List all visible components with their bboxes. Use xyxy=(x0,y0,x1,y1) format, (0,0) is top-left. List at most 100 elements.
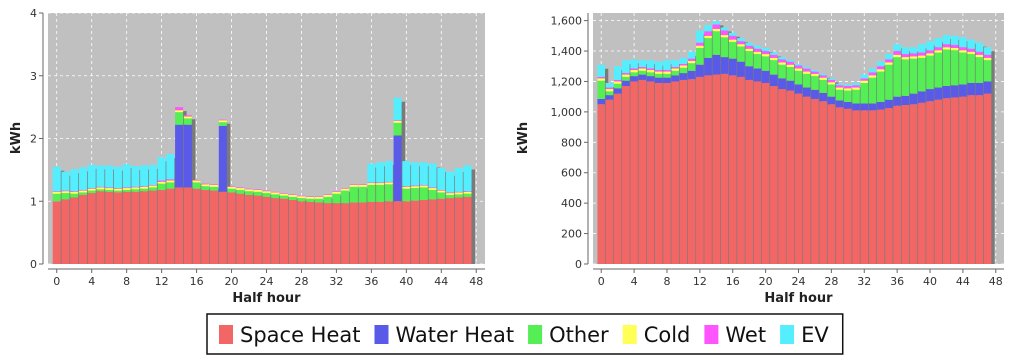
bar-segment-cold xyxy=(811,73,819,77)
x-tick-label: 24 xyxy=(260,275,274,288)
bar-segment-cold xyxy=(349,184,358,187)
bar-segment-ev xyxy=(654,61,663,71)
bar-segment-wet xyxy=(323,194,332,195)
bar-segment-water-heat xyxy=(778,78,786,90)
x-tick-label: 24 xyxy=(792,275,806,288)
bar-segment-ev xyxy=(959,37,967,48)
bar-segment-ev xyxy=(646,60,655,69)
bar-segment-cold xyxy=(105,188,114,190)
bar-segment-space-heat xyxy=(192,188,201,264)
bar-segment-wet xyxy=(358,184,367,185)
bar-segment-cold xyxy=(753,51,762,55)
y-tick-label: 0 xyxy=(30,258,37,271)
bar-segment-other xyxy=(778,64,786,79)
bar-segment-cold xyxy=(597,78,606,81)
bar-segment-other xyxy=(463,193,472,197)
bar-segment-water-heat xyxy=(638,74,647,80)
bar-segment-water-heat xyxy=(975,82,984,96)
legend-label-space-heat: Space Heat xyxy=(240,323,360,347)
bar-segment-other xyxy=(332,193,341,204)
bar-segment-wet xyxy=(446,192,455,194)
bar-segment-wet xyxy=(622,73,630,75)
bar-segment-space-heat xyxy=(876,109,885,264)
bar-shadow xyxy=(990,51,995,265)
bar-segment-ev xyxy=(605,82,614,88)
bar-segment-space-heat xyxy=(852,110,860,264)
bar-segment-ev xyxy=(131,166,140,187)
bar-segment-other xyxy=(761,56,770,71)
bar-segment-cold xyxy=(876,69,885,72)
bar-segment-wet xyxy=(605,87,614,90)
bar-segment-other xyxy=(52,193,61,202)
bar-segment-ev xyxy=(622,60,630,74)
bar-segment-wet xyxy=(428,187,437,189)
bar-segment-cold xyxy=(306,196,315,199)
bar-segment-wet xyxy=(201,183,210,185)
bar-segment-cold xyxy=(646,70,655,73)
bar-segment-wet xyxy=(78,189,87,191)
bar-segment-wet xyxy=(297,195,306,197)
bar-segment-water-heat xyxy=(728,58,737,76)
bar-segment-wet xyxy=(175,107,184,111)
bar-segment-space-heat xyxy=(341,203,350,264)
bar-segment-space-heat xyxy=(227,192,236,264)
bar-segment-wet xyxy=(720,30,729,36)
bar-segment-cold xyxy=(201,184,210,187)
legend-swatch-space-heat xyxy=(219,325,233,344)
bar-segment-water-heat xyxy=(786,80,795,91)
bar-segment-cold xyxy=(720,35,729,38)
bar-segment-other xyxy=(983,60,992,82)
bar-segment-water-heat xyxy=(646,76,655,82)
y-axis-label: kWh xyxy=(9,122,24,154)
bar-segment-water-heat xyxy=(597,98,606,105)
x-tick-label: 32 xyxy=(329,275,343,288)
x-tick-label: 44 xyxy=(956,275,970,288)
bar-segment-wet xyxy=(454,191,463,193)
bar-segment-space-heat xyxy=(376,201,385,264)
x-tick-label: 20 xyxy=(225,275,239,288)
bar-segment-wet xyxy=(901,54,910,58)
bar-segment-cold xyxy=(959,50,967,53)
bar-segment-cold xyxy=(901,57,910,60)
bar-segment-water-heat xyxy=(687,70,696,80)
bar-segment-space-heat xyxy=(630,81,638,264)
bar-segment-other xyxy=(876,71,885,102)
bar-segment-cold xyxy=(122,188,131,190)
bar-segment-space-heat xyxy=(728,75,737,265)
bar-segment-cold xyxy=(279,193,289,196)
bar-segment-ev xyxy=(827,78,836,80)
legend-label-wet: Wet xyxy=(725,323,766,347)
bar-segment-cold xyxy=(885,62,893,65)
bar-segment-cold xyxy=(314,196,323,199)
bar-segment-cold xyxy=(802,71,811,74)
bar-segment-other xyxy=(314,198,323,203)
bar-segment-space-heat xyxy=(613,93,622,265)
bar-segment-ev xyxy=(70,169,79,192)
bar-segment-space-heat xyxy=(761,82,770,264)
bar-segment-ev xyxy=(975,42,984,52)
bar-segment-cold xyxy=(819,77,827,80)
bar-segment-other xyxy=(852,89,860,104)
bar-segment-wet xyxy=(893,51,901,55)
bar-segment-wet xyxy=(827,79,836,83)
x-tick-label: 16 xyxy=(726,275,740,288)
bar-segment-space-heat xyxy=(131,191,140,264)
bar-segment-wet xyxy=(712,24,721,29)
bar-segment-other xyxy=(78,192,87,195)
bar-segment-other xyxy=(411,188,420,201)
bar-segment-other xyxy=(236,189,245,194)
bar-segment-space-heat xyxy=(712,74,721,264)
bar-segment-other xyxy=(622,76,630,81)
bar-segment-water-heat xyxy=(745,66,753,80)
bar-segment-cold xyxy=(893,54,901,58)
bar-segment-ev xyxy=(96,165,105,187)
bar-segment-space-heat xyxy=(52,201,61,264)
bar-segment-water-heat xyxy=(720,57,729,74)
bar-segment-water-heat xyxy=(885,99,893,109)
bar-segment-cold xyxy=(175,110,184,113)
bar-segment-wet xyxy=(638,67,647,69)
legend-swatch-water-heat xyxy=(374,325,389,344)
bar-segment-wet xyxy=(157,180,166,182)
bar-segment-wet xyxy=(236,187,245,189)
